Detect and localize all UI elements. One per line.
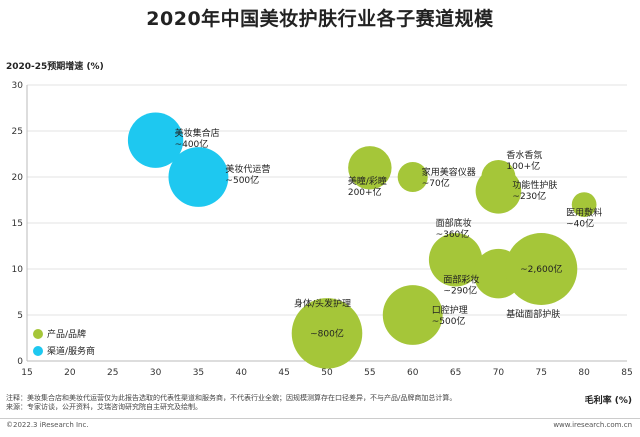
product-bubble <box>505 233 578 305</box>
x-tick-label: 45 <box>278 368 289 378</box>
x-tick-label: 85 <box>621 368 632 378</box>
point-label: 口腔护理 <box>432 304 468 316</box>
note-line: 注释：美妆集合店和美妆代运营仅为此报告选取的代表性渠道和服务商，不代表行业全貌；… <box>6 394 457 402</box>
x-tick-label: 20 <box>64 368 76 378</box>
footer-divider <box>0 418 640 419</box>
point-value: ~230亿 <box>512 190 546 202</box>
x-tick-label: 25 <box>107 368 118 378</box>
source-line: 来源：专家访谈，公开资料，艾瑞咨询研究院自主研究及绘制。 <box>6 403 202 411</box>
x-tick-label: 75 <box>536 368 547 378</box>
point-label: 基础面部护肤 <box>506 308 560 320</box>
x-tick-label: 80 <box>578 368 590 378</box>
point-label: 功能性护肤 <box>512 179 557 191</box>
point-label: 美妆代运营 <box>225 163 270 175</box>
x-tick-label: 70 <box>493 368 505 378</box>
legend-label: 产品/品牌 <box>47 328 86 340</box>
point-label: 面部底妆 <box>436 217 472 229</box>
x-tick-label: 55 <box>364 368 375 378</box>
page-title: 2020年中国美妆护肤行业各子赛道规模 <box>146 8 494 30</box>
x-axis-label: 毛利率 (%) <box>584 396 632 406</box>
point-value: ~360亿 <box>436 228 470 240</box>
point-value: ~500亿 <box>432 315 466 327</box>
point-value: ~2,600亿 <box>520 263 562 275</box>
copyright-text: ©2022.3 iResearch Inc. <box>6 421 89 429</box>
x-tick-label: 15 <box>21 368 32 378</box>
product-bubble <box>397 161 428 193</box>
x-tick-label: 50 <box>321 368 333 378</box>
x-tick-label: 30 <box>150 368 162 378</box>
legend-label: 渠道/服务商 <box>47 345 95 357</box>
y-axis-label: 2020-25预期增速 (%) <box>6 62 104 72</box>
channel-bubble <box>127 112 184 168</box>
legend-product-marker <box>33 329 43 339</box>
y-tick-label: 15 <box>12 219 23 229</box>
y-tick-label: 25 <box>12 127 23 137</box>
product-bubble <box>571 192 597 217</box>
point-value: ~290亿 <box>443 285 477 297</box>
x-tick-label: 35 <box>193 368 204 378</box>
point-value: ~40亿 <box>566 218 594 230</box>
x-tick-label: 60 <box>407 368 419 378</box>
x-tick-label: 40 <box>236 368 248 378</box>
point-value: ~800亿 <box>310 327 344 339</box>
chart-notes: 注释：美妆集合店和美妆代运营仅为此报告选取的代表性渠道和服务商，不代表行业全貌；… <box>6 394 456 412</box>
y-tick-label: 10 <box>12 265 24 275</box>
point-label: 美妆集合店 <box>175 127 220 139</box>
point-label: 美瞳/彩瞳 <box>348 175 387 187</box>
point-value: ~500亿 <box>225 174 259 186</box>
point-label: 身体/头发护理 <box>294 297 351 309</box>
point-label: 面部彩妆 <box>443 274 479 286</box>
point-label: 医用敷料 <box>566 207 602 219</box>
product-bubble <box>291 298 363 369</box>
site-url: www.iresearch.com.cn <box>553 421 632 429</box>
point-label: 家用美容仪器 <box>422 166 476 178</box>
y-tick-label: 30 <box>12 81 24 91</box>
legend-channel-marker <box>33 346 43 356</box>
product-bubble <box>428 233 483 287</box>
y-tick-label: 0 <box>17 357 23 367</box>
point-value: 100+亿 <box>506 160 540 172</box>
point-value: ~70亿 <box>422 177 450 189</box>
point-label: 香水香氛 <box>506 149 542 161</box>
product-bubble <box>382 285 443 345</box>
y-tick-label: 20 <box>12 173 24 183</box>
product-bubble <box>348 146 392 190</box>
x-tick-label: 65 <box>450 368 461 378</box>
y-tick-label: 5 <box>17 311 23 321</box>
point-value: 200+亿 <box>348 186 382 198</box>
channel-bubble <box>168 147 229 207</box>
product-bubble <box>475 167 522 214</box>
